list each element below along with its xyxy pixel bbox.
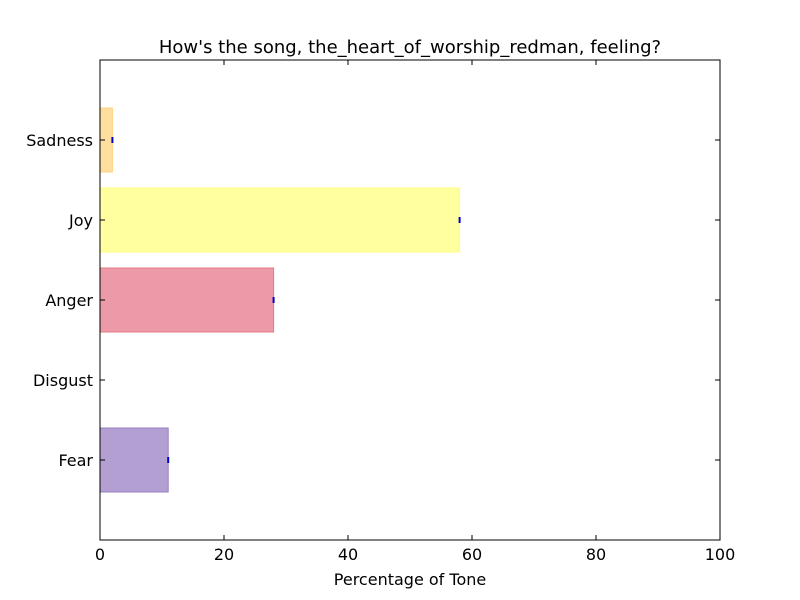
x-tick-label: 100 bbox=[705, 545, 736, 564]
ticks-layer: Sadness Joy Anger Disgust Fear 0 20 40 60 80 100 bbox=[26, 60, 735, 564]
x-tick-label: 60 bbox=[462, 545, 482, 564]
bar-anger bbox=[99, 267, 275, 333]
bar-fear bbox=[99, 427, 169, 493]
bar-joy bbox=[99, 187, 461, 253]
bars-layer bbox=[99, 107, 461, 493]
x-tick-label: 20 bbox=[214, 545, 234, 564]
x-tick-label: 80 bbox=[586, 545, 606, 564]
chart-title: How's the song, the_heart_of_worship_red… bbox=[159, 37, 661, 58]
y-tick-label-joy: Joy bbox=[68, 211, 93, 230]
x-tick-label: 0 bbox=[95, 545, 105, 564]
x-tick-label: 40 bbox=[338, 545, 358, 564]
y-tick-label-sadness: Sadness bbox=[26, 131, 93, 150]
y-tick-label-disgust: Disgust bbox=[33, 371, 93, 390]
y-tick-label-fear: Fear bbox=[58, 451, 93, 470]
x-axis-label: Percentage of Tone bbox=[334, 570, 486, 589]
y-tick-label-anger: Anger bbox=[45, 291, 93, 310]
